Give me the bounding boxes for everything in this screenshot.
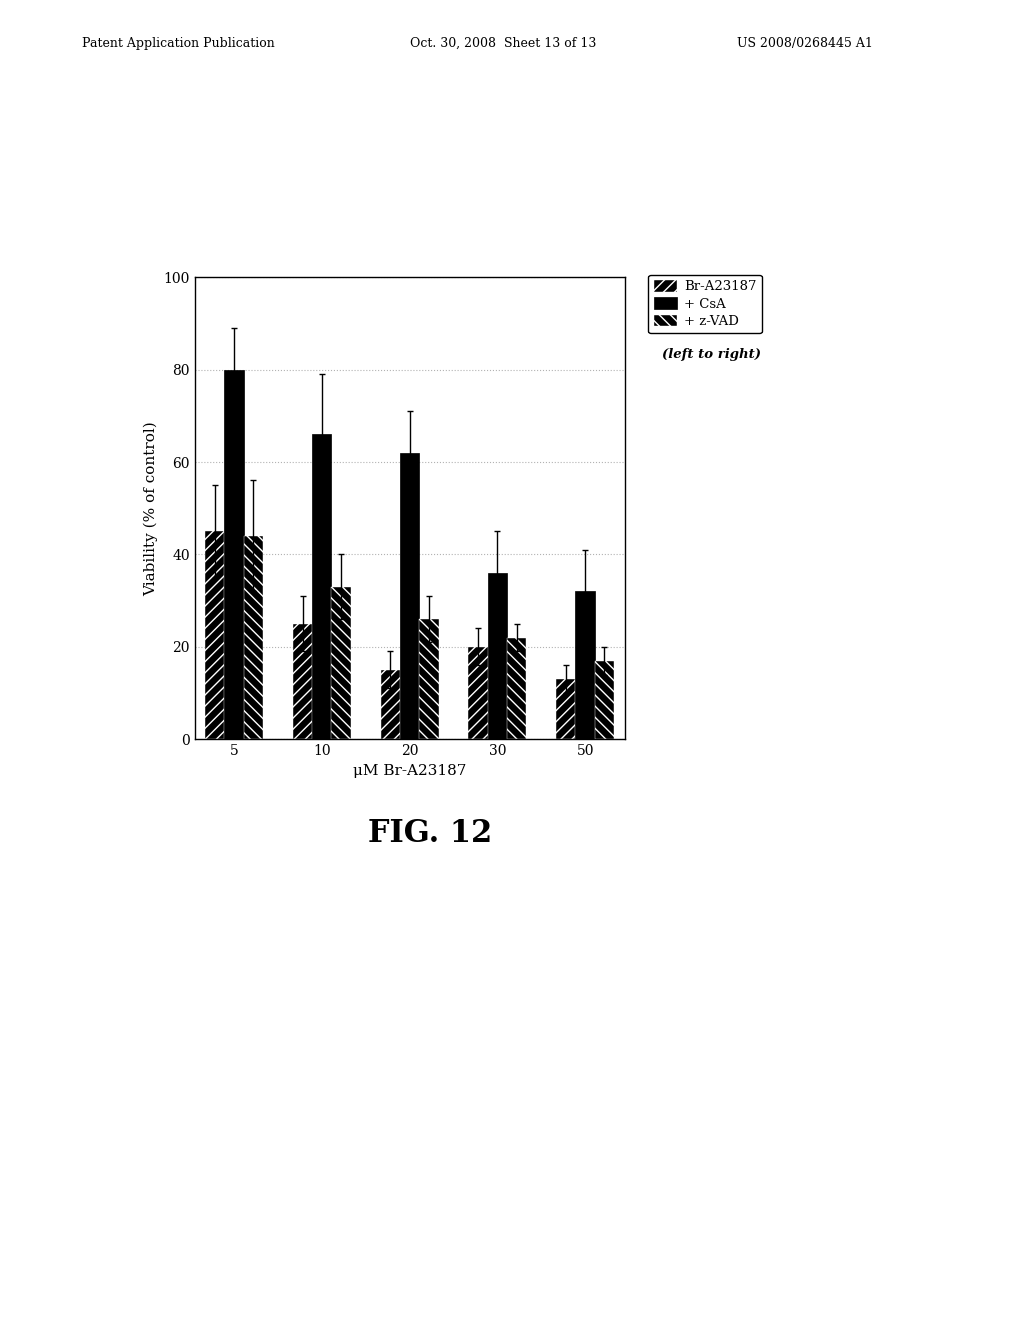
X-axis label: μM Br-A23187: μM Br-A23187 (353, 763, 466, 777)
Bar (487, 573, 507, 739)
Bar (419, 619, 438, 739)
Bar (293, 624, 312, 739)
Bar (224, 370, 244, 739)
Bar (507, 638, 526, 739)
Bar (575, 591, 595, 739)
Y-axis label: Viability (% of control): Viability (% of control) (143, 421, 158, 595)
Legend: Br-A23187, + CsA, + z-VAD: Br-A23187, + CsA, + z-VAD (648, 275, 762, 334)
Bar (595, 661, 614, 739)
Bar (381, 671, 400, 739)
Text: Patent Application Publication: Patent Application Publication (82, 37, 274, 50)
Bar (556, 680, 575, 739)
Bar (400, 453, 419, 739)
Bar (244, 536, 263, 739)
Text: (left to right): (left to right) (663, 348, 761, 362)
Text: US 2008/0268445 A1: US 2008/0268445 A1 (737, 37, 873, 50)
Bar (205, 532, 224, 739)
Bar (468, 647, 487, 739)
Text: FIG. 12: FIG. 12 (368, 818, 493, 849)
Bar (312, 434, 332, 739)
Bar (332, 586, 351, 739)
Text: Oct. 30, 2008  Sheet 13 of 13: Oct. 30, 2008 Sheet 13 of 13 (410, 37, 596, 50)
